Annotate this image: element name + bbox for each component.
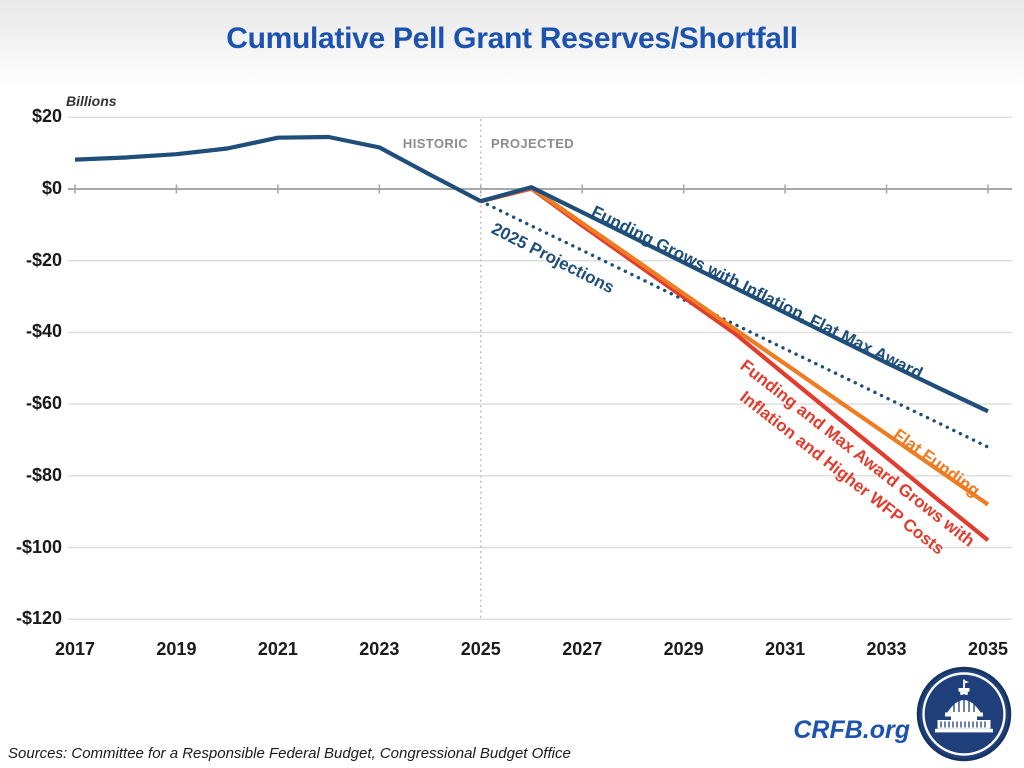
y-axis-tick-label: -$120	[15, 608, 62, 629]
y-axis-tick-label: $0	[41, 178, 62, 198]
y-axis-tick-label: $20	[31, 106, 62, 127]
x-axis-tick-label: 2025	[460, 639, 501, 659]
series-solid-line	[480, 185, 990, 507]
x-axis-tick-label: 2021	[257, 639, 298, 659]
x-axis-tick-label: 2023	[359, 639, 400, 659]
series-solid-line	[74, 134, 482, 204]
series-solid-line	[480, 185, 989, 414]
y-axis-tick-label: -$60	[25, 393, 62, 414]
y-axis-tick-label: -$40	[25, 321, 62, 342]
x-axis-tick-label: 2033	[866, 639, 907, 659]
y-axis-tick-label: -$80	[25, 464, 62, 485]
y-axis-tick-label: -$20	[25, 249, 62, 270]
x-axis-tick-label: 2031	[765, 639, 806, 659]
header-band	[0, 0, 1024, 88]
series-dotted-line	[479, 199, 990, 449]
crfb-org-label: CRFB.org	[793, 716, 910, 744]
chart-title: Cumulative Pell Grant Reserves/Shortfall	[226, 22, 798, 55]
historic-region-label: HISTORIC	[402, 136, 468, 151]
x-axis-tick-label: 2019	[156, 639, 197, 659]
y-axis-unit-label: Billions	[66, 93, 117, 109]
sources-note: Sources: Committee for a Responsible Fed…	[8, 745, 571, 762]
y-axis-tick-label: -$100	[15, 536, 62, 557]
x-axis-tick-label: 2029	[663, 639, 704, 659]
x-axis-tick-label: 2035	[967, 639, 1009, 659]
x-axis-tick-label: 2017	[54, 639, 96, 659]
x-axis-tick-label: 2027	[562, 639, 603, 659]
projected-region-label: PROJECTED	[491, 136, 575, 151]
crfb-capitol-logo-icon	[916, 666, 1012, 762]
